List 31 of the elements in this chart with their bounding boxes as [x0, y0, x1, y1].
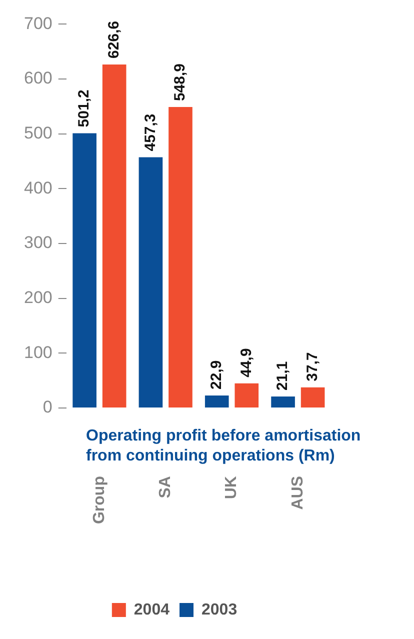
y-tick-label: 200 — [24, 288, 52, 308]
y-tick-label: 0 — [42, 398, 52, 417]
data-label: 37,7 — [304, 352, 321, 382]
data-label: 626,6 — [105, 20, 122, 58]
x-axis-title: Operating profit before amortisation from continuing operations (Rm) — [86, 427, 361, 464]
bar — [300, 387, 325, 408]
bar — [72, 133, 96, 408]
y-tick-label: 100 — [24, 342, 52, 362]
y-tick-label: 500 — [24, 124, 52, 143]
x-tick-label: AUS — [289, 476, 306, 510]
x-tick-label: SA — [157, 476, 174, 498]
y-tick-label: 400 — [24, 178, 52, 198]
data-label: 457,3 — [142, 114, 159, 152]
bar — [168, 107, 192, 408]
data-label: 22,9 — [208, 360, 226, 390]
y-tick-label: 600 — [24, 68, 52, 88]
data-label: 501,2 — [76, 90, 93, 128]
legend-label: 2003 — [202, 601, 238, 618]
x-tick-label: Group — [90, 476, 108, 524]
bar — [102, 64, 126, 408]
y-tick-label: 700 — [24, 14, 52, 33]
data-label: 44,9 — [238, 348, 255, 378]
x-tick-label: UK — [223, 476, 240, 500]
bar — [138, 157, 163, 408]
data-label: 548,9 — [172, 64, 189, 102]
bar — [271, 396, 295, 408]
y-tick-label: 300 — [24, 233, 52, 252]
bar — [234, 383, 259, 408]
bar — [204, 395, 229, 408]
legend-label: 2004 — [134, 601, 170, 618]
data-label: 21,1 — [274, 361, 292, 390]
